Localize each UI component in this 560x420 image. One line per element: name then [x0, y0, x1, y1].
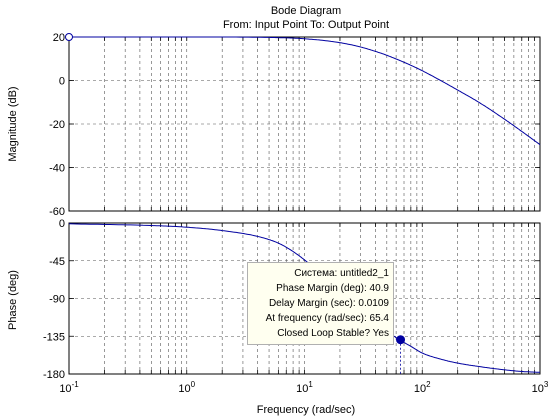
x-tick-label: 10-1	[59, 380, 79, 395]
x-tick-labels: 10-1 100 101 102 103	[59, 380, 549, 395]
x-axis-label: Frequency (rad/sec)	[257, 404, 355, 416]
x-tick-label: 102	[414, 380, 431, 395]
magnitude-marker	[65, 33, 73, 41]
magnitude-y-tick-label: -20	[49, 119, 65, 131]
datatip-system: Система: untitled2_1	[294, 268, 389, 279]
magnitude-y-tick-label: -40	[49, 163, 65, 175]
phase-y-tick-label: -90	[49, 294, 65, 306]
phase-y-tick-label: -45	[49, 256, 65, 268]
datatip-phase-margin: Phase Margin (deg): 40.9	[276, 283, 389, 294]
phase-y-tick-label: -135	[43, 331, 65, 343]
phase-margin-datatip[interactable]: Система: untitled2_1 Phase Margin (deg):…	[247, 262, 394, 345]
phase-y-tick-label: 0	[59, 218, 65, 230]
magnitude-y-tick-label: -60	[49, 206, 65, 218]
datatip-frequency: At frequency (rad/sec): 65.4	[265, 313, 389, 324]
magnitude-y-axis-label: Magnitude (dB)	[7, 86, 19, 161]
phase-y-tick-label: -180	[43, 369, 65, 381]
datatip-stability: Closed Loop Stable? Yes	[277, 328, 389, 339]
x-tick-label: 103	[532, 380, 549, 395]
chart-title: Bode Diagram	[271, 5, 341, 17]
phase-margin-marker	[396, 335, 406, 345]
magnitude-frame	[68, 36, 541, 212]
datatip-delay-margin: Delay Margin (sec): 0.0109	[268, 298, 389, 309]
phase-y-axis-label: Phase (deg)	[7, 270, 19, 330]
phase-frame	[68, 222, 541, 375]
magnitude-response-line	[69, 36, 541, 146]
magnitude-panel: 20 0 -20 -40 -60	[49, 32, 541, 218]
chart-subtitle: From: Input Point To: Output Point	[223, 19, 389, 31]
magnitude-y-tick-label: 0	[59, 76, 65, 88]
x-tick-label: 101	[296, 380, 313, 395]
x-tick-label: 100	[178, 380, 195, 395]
magnitude-y-tick-label: 20	[53, 32, 65, 44]
